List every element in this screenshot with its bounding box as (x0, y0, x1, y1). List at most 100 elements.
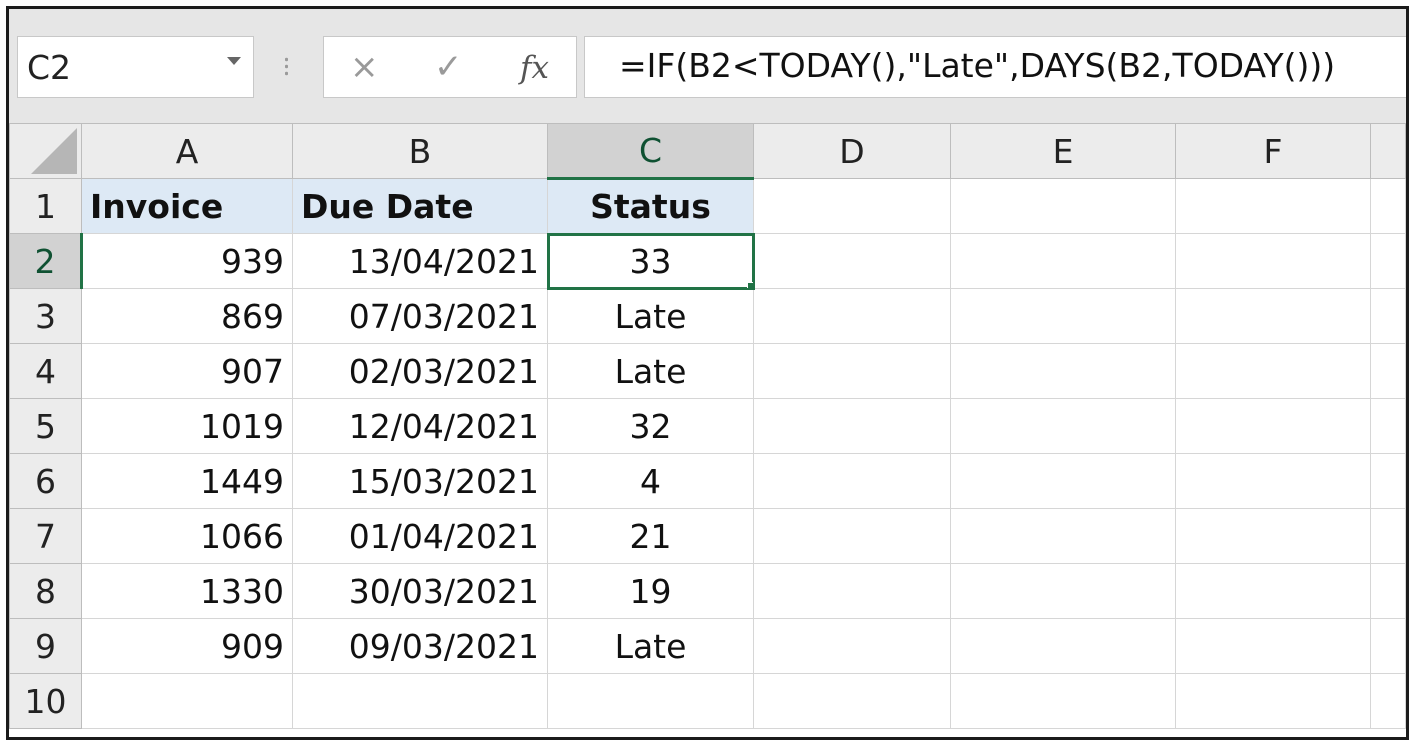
cell-due-date[interactable]: 09/03/2021 (292, 618, 548, 674)
cell[interactable] (1370, 398, 1406, 454)
cell[interactable] (950, 178, 1176, 234)
cell[interactable] (1175, 288, 1371, 344)
formula-text: =IF(B2<TODAY(),"Late",DAYS(B2,TODAY())) (619, 46, 1336, 85)
cell[interactable] (950, 288, 1176, 344)
cell-invoice[interactable]: 1066 (81, 508, 293, 564)
row-header[interactable]: 8 (9, 563, 82, 619)
cell[interactable] (1175, 343, 1371, 399)
cell[interactable] (950, 563, 1176, 619)
cell-status[interactable]: 21 (547, 508, 754, 564)
chevron-down-icon[interactable] (227, 57, 241, 65)
cell[interactable] (1175, 673, 1371, 729)
cell[interactable] (753, 343, 951, 399)
cell[interactable] (1175, 508, 1371, 564)
cell-due-date[interactable]: 30/03/2021 (292, 563, 548, 619)
row-header[interactable]: 4 (9, 343, 82, 399)
cell[interactable] (1175, 398, 1371, 454)
table-row: 9 909 09/03/2021 Late (9, 618, 1406, 674)
cell[interactable] (1370, 673, 1406, 729)
row-header[interactable]: 2 (9, 233, 83, 289)
cell[interactable] (1370, 618, 1406, 674)
cell[interactable] (753, 453, 951, 509)
row-header[interactable]: 6 (9, 453, 82, 509)
cell[interactable] (1370, 178, 1406, 234)
cell[interactable] (753, 233, 951, 289)
cell[interactable] (81, 673, 293, 729)
cell-status[interactable]: 19 (547, 563, 754, 619)
cell-a1[interactable]: Invoice (81, 178, 293, 234)
cell[interactable] (753, 288, 951, 344)
column-header-g[interactable] (1370, 123, 1406, 179)
cell-status[interactable]: 4 (547, 453, 754, 509)
cell[interactable] (753, 508, 951, 564)
cell[interactable] (547, 673, 754, 729)
cell-invoice[interactable]: 907 (81, 343, 293, 399)
cell-invoice[interactable]: 869 (81, 288, 293, 344)
select-all-corner[interactable] (9, 123, 82, 179)
row-header[interactable]: 9 (9, 618, 82, 674)
cell-status[interactable]: 32 (547, 398, 754, 454)
cell-invoice[interactable]: 1019 (81, 398, 293, 454)
cell-invoice[interactable]: 939 (81, 233, 293, 289)
cell[interactable] (1175, 178, 1371, 234)
cell[interactable] (950, 508, 1176, 564)
column-header-e[interactable]: E (950, 123, 1176, 179)
cell-due-date[interactable]: 01/04/2021 (292, 508, 548, 564)
cell[interactable] (950, 233, 1176, 289)
cell-due-date[interactable]: 15/03/2021 (292, 453, 548, 509)
cell[interactable] (950, 453, 1176, 509)
fill-handle[interactable] (747, 282, 753, 288)
column-header-d[interactable]: D (753, 123, 951, 179)
row-header[interactable]: 5 (9, 398, 82, 454)
cell-due-date[interactable]: 02/03/2021 (292, 343, 548, 399)
active-cell-status[interactable]: 33 (546, 232, 755, 290)
cell[interactable] (292, 673, 548, 729)
column-header-a[interactable]: A (81, 123, 293, 179)
cell[interactable] (1370, 233, 1406, 289)
cell[interactable] (753, 398, 951, 454)
cell[interactable] (950, 618, 1176, 674)
cell[interactable] (950, 398, 1176, 454)
name-box[interactable]: C2 (17, 36, 254, 98)
cell[interactable] (1175, 618, 1371, 674)
cell[interactable] (753, 563, 951, 619)
cell-due-date[interactable]: 07/03/2021 (292, 288, 548, 344)
cell[interactable] (1370, 563, 1406, 619)
column-header-c[interactable]: C (547, 123, 754, 180)
cell-due-date[interactable]: 13/04/2021 (292, 233, 548, 289)
cell[interactable] (1175, 233, 1371, 289)
cell[interactable] (950, 343, 1176, 399)
row-header[interactable]: 3 (9, 288, 82, 344)
cell-invoice[interactable]: 1330 (81, 563, 293, 619)
cell-invoice[interactable]: 909 (81, 618, 293, 674)
cell[interactable] (1175, 453, 1371, 509)
enter-icon[interactable]: ✓ (434, 47, 463, 87)
cell[interactable] (753, 178, 951, 234)
insert-function-icon[interactable]: fx (520, 50, 549, 86)
cell[interactable] (753, 618, 951, 674)
cell[interactable] (1175, 563, 1371, 619)
cell-status[interactable]: Late (547, 288, 754, 344)
cell[interactable] (1370, 288, 1406, 344)
cell-b1[interactable]: Due Date (292, 178, 548, 234)
cell-c1[interactable]: Status (547, 178, 754, 234)
cell-invoice[interactable]: 1449 (81, 453, 293, 509)
formula-input[interactable]: =IF(B2<TODAY(),"Late",DAYS(B2,TODAY())) (584, 36, 1406, 98)
cell-status[interactable]: Late (547, 343, 754, 399)
row-header[interactable]: 10 (9, 673, 82, 729)
cell-grid: A B C D E F 1 Invoice Due Date Status 2 … (9, 123, 1406, 729)
cell[interactable] (1370, 453, 1406, 509)
row-header[interactable]: 7 (9, 508, 82, 564)
column-header-b[interactable]: B (292, 123, 548, 179)
column-header-f[interactable]: F (1175, 123, 1371, 179)
cell-due-date[interactable]: 12/04/2021 (292, 398, 548, 454)
cell-status[interactable]: Late (547, 618, 754, 674)
row-header[interactable]: 1 (9, 178, 82, 234)
cell[interactable] (1370, 508, 1406, 564)
cell[interactable] (950, 673, 1176, 729)
grip-handle-icon[interactable] (285, 56, 288, 78)
cell[interactable] (753, 673, 951, 729)
cancel-icon[interactable]: × (350, 47, 379, 87)
table-row: 6 1449 15/03/2021 4 (9, 453, 1406, 509)
cell[interactable] (1370, 343, 1406, 399)
